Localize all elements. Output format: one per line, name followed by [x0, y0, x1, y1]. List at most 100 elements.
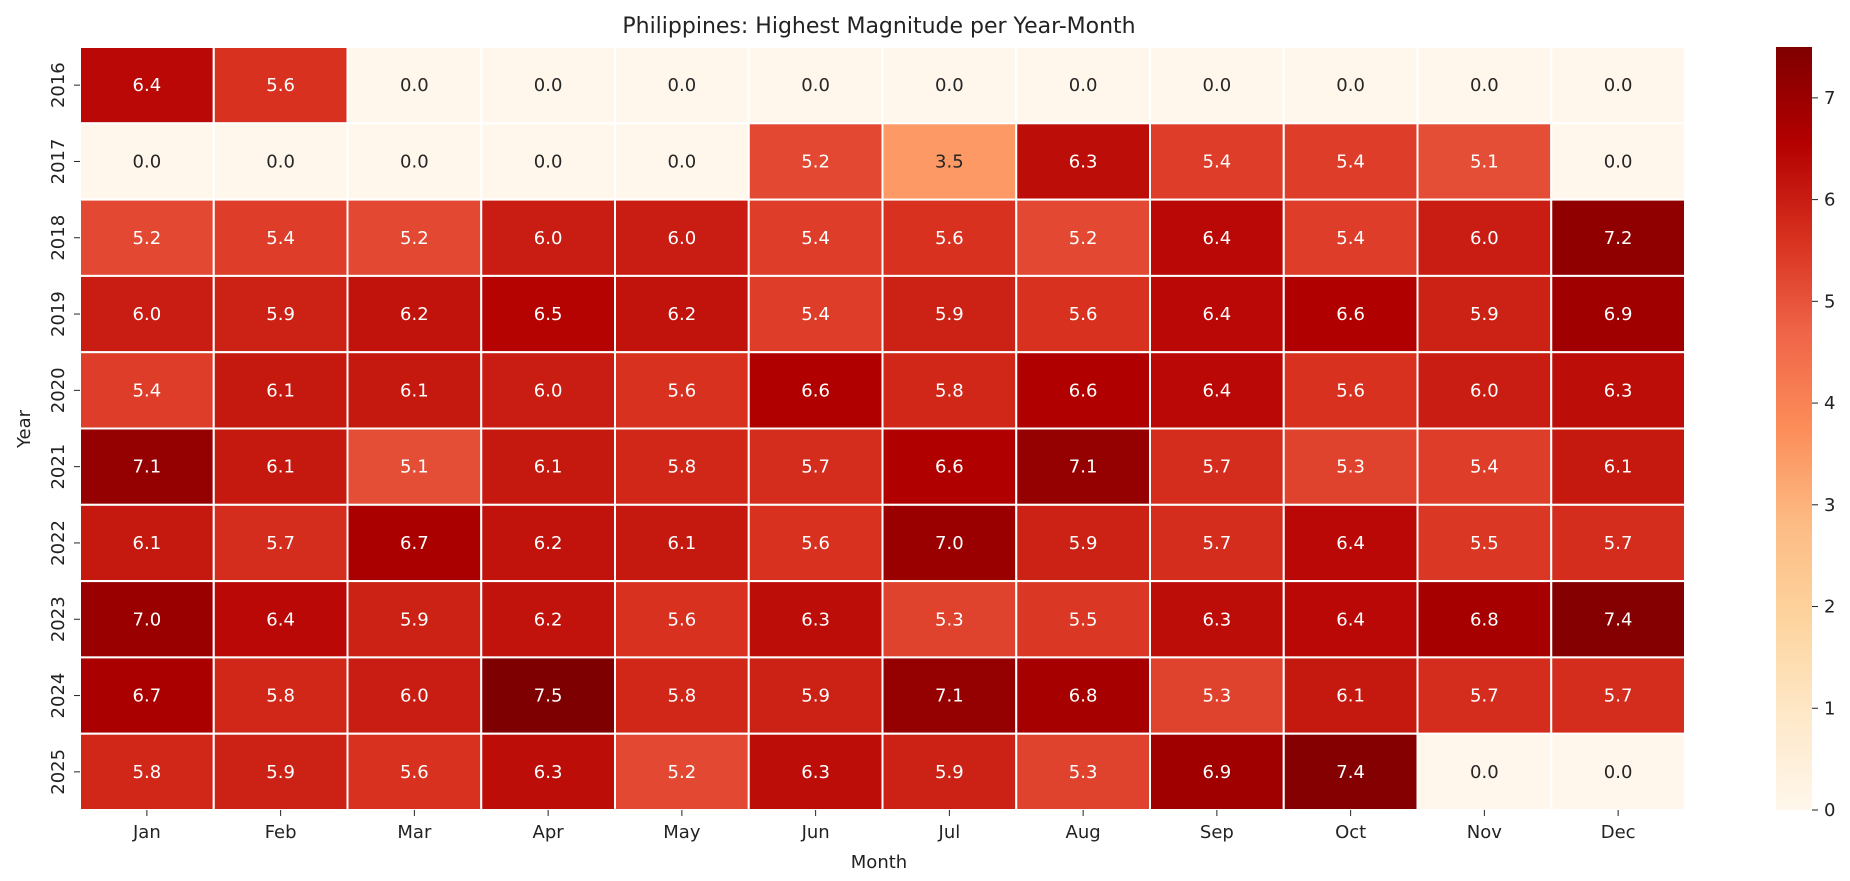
- cell-value-label: 6.0: [534, 228, 563, 249]
- cell-value-label: 5.8: [266, 686, 295, 707]
- heatmap-cell: [614, 503, 750, 583]
- heatmap-cell: [1550, 503, 1686, 583]
- cell-value-label: 5.2: [400, 228, 429, 249]
- heatmap-cell: [1416, 274, 1553, 354]
- y-axis-label: Year: [14, 409, 35, 449]
- cell-value-label: 5.1: [1470, 151, 1499, 172]
- x-tick-label: Oct: [1335, 822, 1366, 843]
- heatmap-cell: [79, 580, 215, 659]
- cell-value-label: 6.1: [400, 380, 429, 401]
- heatmap-cell: [480, 274, 616, 354]
- cell-value-label: 0.0: [1336, 75, 1365, 96]
- colorbar-tick-label: 4: [1824, 393, 1835, 414]
- y-tick-label: 2025: [48, 749, 69, 795]
- heatmap-cell: [1015, 656, 1151, 735]
- heatmap-cell: [1550, 427, 1686, 506]
- heatmap-cell: [881, 503, 1018, 583]
- heatmap-cell: [346, 503, 483, 583]
- cell-value-label: 6.6: [1069, 380, 1098, 401]
- cell-value-label: 6.0: [400, 686, 429, 707]
- cell-value-label: 5.9: [400, 609, 429, 630]
- heatmap-cell: [79, 274, 215, 354]
- cell-value-label: 5.8: [668, 457, 697, 478]
- cell-value-label: 5.1: [400, 457, 429, 478]
- cell-value-label: 0.0: [266, 151, 295, 172]
- heatmap-cell: [1015, 732, 1151, 812]
- cell-value-label: 5.5: [1069, 609, 1098, 630]
- y-tick-label: 2023: [48, 596, 69, 642]
- cell-value-label: 6.4: [1203, 380, 1232, 401]
- cell-value-label: 5.8: [668, 686, 697, 707]
- cell-value-label: 0.0: [1604, 151, 1633, 172]
- heatmap-cell: [1149, 503, 1285, 583]
- x-tick-label: Jun: [801, 822, 830, 843]
- heatmap-cell: [79, 503, 215, 583]
- heatmap-cell: [79, 46, 215, 125]
- cell-value-label: 0.0: [1604, 762, 1633, 783]
- cell-value-label: 5.6: [400, 762, 429, 783]
- cell-value-label: 6.1: [266, 380, 295, 401]
- cell-value-label: 0.0: [801, 75, 830, 96]
- cell-value-label: 6.4: [1203, 228, 1232, 249]
- cell-value-label: 5.4: [1470, 457, 1499, 478]
- heatmap-cell: [480, 427, 616, 506]
- cell-value-label: 5.4: [1336, 228, 1365, 249]
- y-tick-label: 2019: [48, 291, 69, 337]
- cell-value-label: 7.0: [133, 609, 162, 630]
- cell-value-label: 6.4: [1336, 609, 1365, 630]
- cell-value-label: 7.4: [1336, 762, 1365, 783]
- colorbar-tick-label: 5: [1824, 291, 1835, 312]
- cell-value-label: 5.4: [266, 228, 295, 249]
- heatmap-cell: [881, 656, 1018, 735]
- cell-value-label: 6.3: [1203, 609, 1232, 630]
- cell-value-label: 0.0: [400, 151, 429, 172]
- heatmap-cell: [1550, 580, 1686, 659]
- cell-value-label: 6.7: [133, 686, 162, 707]
- cell-value-label: 5.7: [1604, 686, 1633, 707]
- cell-value-label: 6.2: [534, 609, 563, 630]
- x-tick-label: Mar: [397, 822, 432, 843]
- heatmap-cell: [79, 351, 215, 430]
- cell-value-label: 6.0: [1470, 380, 1499, 401]
- cell-value-label: 0.0: [1470, 762, 1499, 783]
- x-tick-label: Jan: [132, 822, 161, 843]
- x-tick-label: Apr: [533, 822, 565, 843]
- y-tick-label: 2022: [48, 520, 69, 566]
- heatmap-cell: [881, 427, 1018, 506]
- heatmap-cell: [1015, 122, 1151, 201]
- cell-value-label: 6.3: [534, 762, 563, 783]
- cell-value-label: 0.0: [1604, 75, 1633, 96]
- cell-value-label: 5.4: [1203, 151, 1232, 172]
- cell-value-label: 6.9: [1203, 762, 1232, 783]
- cell-value-label: 6.3: [801, 609, 830, 630]
- cell-value-label: 6.9: [1604, 304, 1633, 325]
- heatmap-cell: [881, 122, 1018, 201]
- cell-value-label: 0.0: [1470, 75, 1499, 96]
- cell-value-label: 0.0: [534, 75, 563, 96]
- heatmap-cell: [614, 198, 750, 277]
- cell-value-label: 5.3: [1336, 457, 1365, 478]
- heatmap-cell: [1550, 46, 1686, 125]
- cell-value-label: 6.3: [801, 762, 830, 783]
- cell-value-label: 5.9: [266, 304, 295, 325]
- y-axis-ticks: 2016 2017 2018 2019 2020 2021 2022 2023 2024 2025: [48, 62, 80, 795]
- heatmap-cell: [212, 46, 349, 125]
- cell-value-label: 5.6: [1069, 304, 1098, 325]
- cell-value-label: 5.2: [801, 151, 830, 172]
- cell-value-label: 6.7: [400, 533, 429, 554]
- heatmap-cell: [212, 656, 349, 735]
- cell-value-label: 5.9: [935, 304, 964, 325]
- heatmap-cell: [1550, 274, 1686, 354]
- heatmap-cell: [747, 274, 884, 354]
- heatmap-cell: [480, 732, 616, 812]
- cell-value-label: 5.6: [1336, 380, 1365, 401]
- cell-value-label: 6.1: [1336, 686, 1365, 707]
- heatmap-cell: [1550, 732, 1686, 812]
- cell-value-label: 6.5: [534, 304, 563, 325]
- heatmap-cell: [480, 198, 616, 277]
- heatmap-cell: [212, 732, 349, 812]
- y-tick-label: 2021: [48, 444, 69, 490]
- y-tick-label: 2018: [48, 215, 69, 261]
- cell-value-label: 5.3: [1203, 686, 1232, 707]
- chart-title: Philippines: Highest Magnitude per Year-…: [622, 14, 1135, 39]
